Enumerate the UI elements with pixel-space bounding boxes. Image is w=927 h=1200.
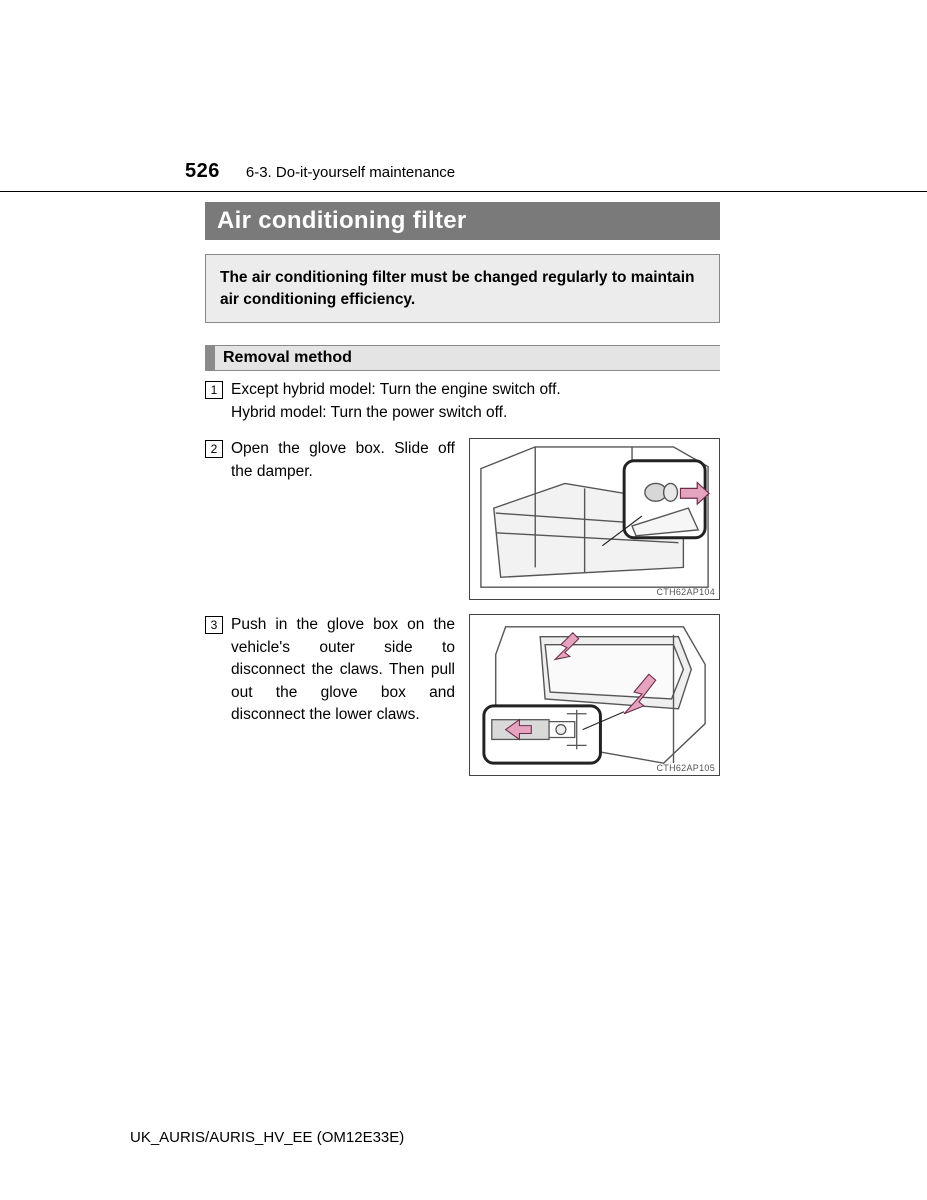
page: 526 6-3. Do-it-yourself maintenance Air … [130,160,810,790]
section-title: Air conditioning filter [205,202,720,240]
step-line: Hybrid model: Turn the power switch off. [231,402,720,424]
glovebox-claws-illustration [470,615,719,775]
figure-glovebox-claws: CTH62AP105 [469,614,720,776]
intro-box: The air conditioning filter must be chan… [205,254,720,323]
subsection-title: Removal method [215,345,720,371]
step-text: Except hybrid model: Turn the engine swi… [231,379,720,424]
step-number: 2 [205,440,223,458]
step-text-col: 2 Open the glove box. Slide off the damp… [205,438,455,600]
step-3: 3 Push in the glove box on the vehicle's… [205,614,720,776]
subsection-marker [205,345,215,371]
breadcrumb: 6-3. Do-it-yourself maintenance [246,164,455,181]
figure-glovebox-damper: CTH62AP104 [469,438,720,600]
figure-code: CTH62AP105 [656,763,715,773]
glovebox-damper-illustration [470,439,719,599]
figure-code: CTH62AP104 [656,587,715,597]
page-header: 526 6-3. Do-it-yourself maintenance [185,160,810,183]
subsection-header: Removal method [205,345,720,371]
steps-list: 1 Except hybrid model: Turn the engine s… [205,379,720,776]
step-line: Except hybrid model: Turn the engine swi… [231,379,720,401]
step-text: Open the glove box. Slide off the damper… [231,438,455,600]
header-divider [0,191,927,192]
step-2: 2 Open the glove box. Slide off the damp… [205,438,720,600]
content: Air conditioning filter The air conditio… [205,202,720,776]
step-number: 3 [205,616,223,634]
step-text: Push in the glove box on the vehicle's o… [231,614,455,776]
page-number: 526 [185,160,220,183]
step-1: 1 Except hybrid model: Turn the engine s… [205,379,720,424]
step-number: 1 [205,381,223,399]
step-text-col: 3 Push in the glove box on the vehicle's… [205,614,455,776]
document-footer: UK_AURIS/AURIS_HV_EE (OM12E33E) [130,1129,404,1146]
